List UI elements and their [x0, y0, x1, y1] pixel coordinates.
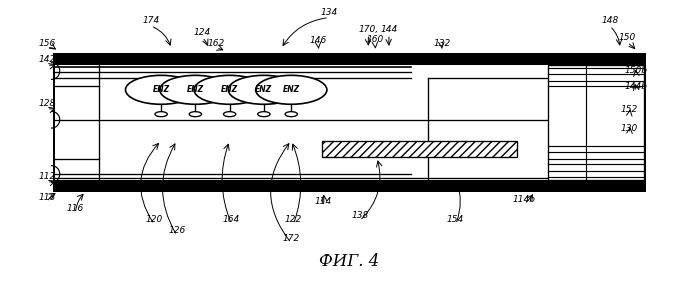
Circle shape [160, 75, 231, 104]
Circle shape [229, 75, 299, 104]
Text: 114b: 114b [512, 195, 535, 204]
Text: 170,: 170, [359, 25, 379, 34]
Text: 116: 116 [67, 204, 84, 213]
Text: 130: 130 [621, 124, 637, 133]
Text: 120: 120 [145, 215, 163, 224]
Text: ENZ: ENZ [255, 85, 273, 94]
Text: 148: 148 [601, 16, 619, 26]
Text: 112: 112 [38, 172, 55, 181]
Text: 122: 122 [284, 215, 302, 224]
Text: ENZ: ENZ [282, 85, 300, 94]
Text: 142: 142 [38, 55, 55, 64]
Text: 154: 154 [447, 215, 464, 224]
Text: 156: 156 [38, 39, 55, 48]
Circle shape [194, 75, 265, 104]
Text: 114: 114 [315, 197, 332, 206]
Text: 150: 150 [619, 33, 635, 42]
Text: 164: 164 [223, 215, 240, 224]
Text: ENZ: ENZ [221, 85, 238, 94]
Bar [644, 53, 646, 192]
Circle shape [155, 112, 167, 117]
Circle shape [189, 112, 201, 117]
Circle shape [285, 112, 298, 117]
Text: 162: 162 [208, 39, 224, 48]
Text: 134: 134 [320, 8, 338, 17]
Text: 124: 124 [194, 28, 211, 37]
Text: 152: 152 [621, 105, 637, 114]
Circle shape [258, 112, 270, 117]
Text: 126: 126 [168, 226, 185, 235]
Text: 174: 174 [142, 16, 159, 26]
Bar [322, 141, 517, 157]
Text: ФИГ. 4: ФИГ. 4 [319, 253, 380, 270]
Text: 146: 146 [310, 36, 327, 45]
Bar [53, 53, 55, 192]
Circle shape [224, 112, 236, 117]
Bar [55, 179, 644, 192]
Bar [55, 53, 644, 65]
Text: 144b: 144b [624, 82, 647, 91]
Circle shape [256, 75, 327, 104]
Circle shape [126, 75, 196, 104]
Text: 138: 138 [351, 211, 368, 220]
Text: 160: 160 [367, 35, 384, 44]
Text: ENZ: ENZ [187, 85, 204, 94]
Text: 150b: 150b [624, 66, 647, 75]
Text: ENZ: ENZ [152, 85, 170, 94]
Bar [548, 65, 644, 179]
Text: 128: 128 [38, 99, 55, 108]
Text: 144: 144 [381, 25, 398, 34]
Text: 118: 118 [38, 193, 55, 202]
Text: 172: 172 [282, 233, 300, 243]
Text: 132: 132 [433, 39, 451, 48]
